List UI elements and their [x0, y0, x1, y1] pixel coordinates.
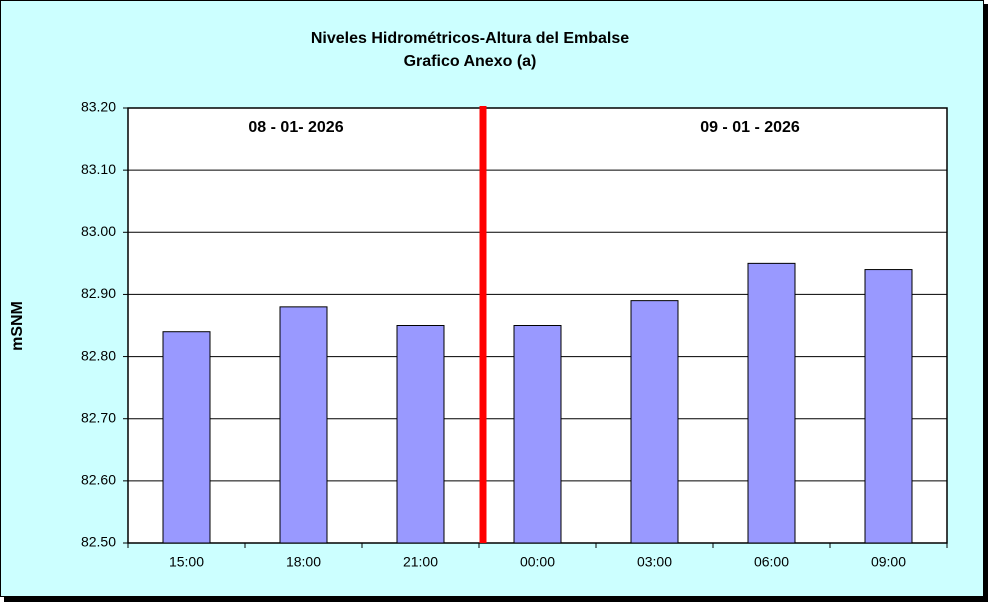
bar: [864, 269, 913, 544]
y-tick-label: 83.00: [81, 223, 116, 239]
x-tick-label: 00:00: [520, 554, 555, 570]
bar: [162, 331, 211, 544]
y-tick-label: 83.10: [81, 161, 116, 177]
y-tick-label: 82.50: [81, 534, 116, 550]
bar: [747, 262, 796, 544]
annotation: 09 - 01 - 2026: [700, 119, 800, 136]
y-tick-label: 82.90: [81, 285, 116, 301]
bar: [513, 325, 562, 544]
x-tick-label: 18:00: [286, 554, 321, 570]
y-tick-label: 82.60: [81, 472, 116, 488]
x-tick-label: 15:00: [169, 554, 204, 570]
x-tick-label: 03:00: [637, 554, 672, 570]
x-tick-label: 21:00: [403, 554, 438, 570]
x-tick-label: 06:00: [754, 554, 789, 570]
annotation: 08 - 01- 2026: [248, 119, 343, 136]
y-tick-label: 83.20: [81, 99, 116, 115]
chart-subtitle: Grafico Anexo (a): [404, 53, 537, 70]
bar: [396, 325, 445, 544]
x-tick-label: 09:00: [871, 554, 906, 570]
bar: [279, 306, 328, 544]
bar: [630, 300, 679, 544]
y-tick-label: 82.80: [81, 347, 116, 363]
chart-title: Niveles Hidrométricos-Altura del Embalse: [311, 30, 629, 47]
y-tick-label: 82.70: [81, 409, 116, 425]
y-axis-label: mSNM: [9, 301, 26, 351]
